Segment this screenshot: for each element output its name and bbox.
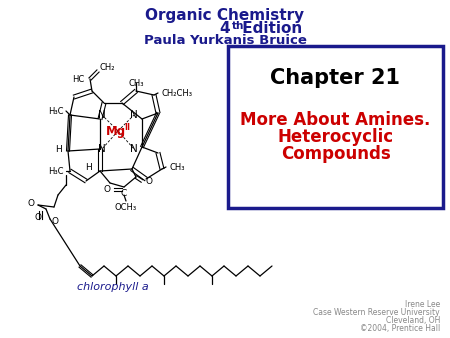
Text: Paula Yurkanis Bruice: Paula Yurkanis Bruice bbox=[144, 34, 306, 47]
Text: Edition: Edition bbox=[237, 21, 302, 36]
Text: H₃C: H₃C bbox=[49, 106, 64, 116]
Text: th: th bbox=[232, 21, 244, 31]
Text: More About Amines.: More About Amines. bbox=[240, 111, 431, 129]
Text: Irene Lee: Irene Lee bbox=[405, 300, 440, 309]
Text: Mg: Mg bbox=[106, 124, 126, 138]
Text: N: N bbox=[130, 144, 138, 154]
Text: Compounds: Compounds bbox=[281, 145, 391, 163]
Text: Organic Chemistry: Organic Chemistry bbox=[145, 8, 305, 23]
Text: O: O bbox=[146, 176, 153, 186]
Text: OCH₃: OCH₃ bbox=[115, 202, 137, 212]
Text: HC: HC bbox=[72, 74, 84, 83]
Text: CH₂: CH₂ bbox=[100, 63, 116, 72]
Text: H: H bbox=[55, 145, 62, 153]
Text: Cleveland, OH: Cleveland, OH bbox=[386, 316, 440, 325]
Text: H₃C: H₃C bbox=[49, 167, 64, 175]
Text: CH₂CH₃: CH₂CH₃ bbox=[162, 89, 193, 97]
Text: N: N bbox=[98, 110, 106, 120]
Text: H: H bbox=[85, 163, 91, 171]
Text: O: O bbox=[52, 217, 59, 225]
Text: O: O bbox=[35, 213, 41, 221]
Text: Case Western Reserve University: Case Western Reserve University bbox=[313, 308, 440, 317]
Text: N: N bbox=[130, 110, 138, 120]
Text: N: N bbox=[98, 144, 106, 154]
Text: CH₃: CH₃ bbox=[128, 78, 144, 88]
Text: ©2004, Prentice Hall: ©2004, Prentice Hall bbox=[360, 324, 440, 333]
Text: 4: 4 bbox=[220, 21, 230, 36]
Text: O: O bbox=[27, 198, 34, 208]
Text: Chapter 21: Chapter 21 bbox=[270, 68, 400, 88]
Text: O: O bbox=[103, 185, 110, 193]
FancyBboxPatch shape bbox=[228, 46, 443, 208]
Text: C: C bbox=[121, 189, 127, 197]
Text: chlorophyll a: chlorophyll a bbox=[77, 282, 149, 292]
Text: Heterocyclic: Heterocyclic bbox=[278, 128, 394, 146]
Text: II: II bbox=[124, 123, 130, 132]
Text: CH₃: CH₃ bbox=[170, 163, 185, 171]
